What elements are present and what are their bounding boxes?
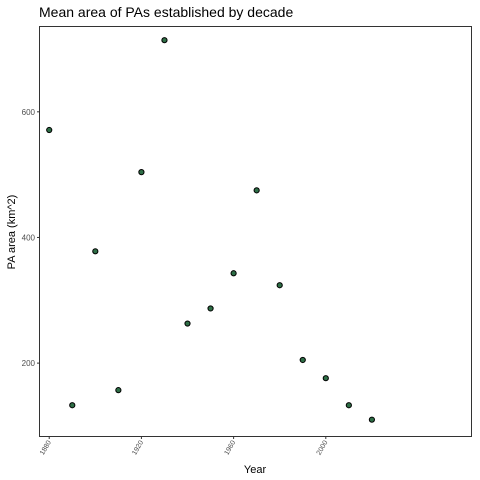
data-point [115,387,122,394]
data-point [230,270,237,277]
data-point [92,248,99,255]
data-point [184,320,191,327]
data-point [161,37,168,44]
data-point [69,402,76,409]
data-points [46,37,375,423]
data-point [299,356,306,364]
y-axis: 200 400 600 [22,108,40,368]
plot-panel [39,26,472,437]
x-tick-label: 1920 [131,439,145,456]
y-tick-label: 200 [22,359,36,368]
x-axis-label: Year [244,464,267,476]
data-point [46,126,53,134]
data-point [322,375,329,382]
y-axis-label: PA area (km^2) [6,195,18,270]
data-point [138,169,145,176]
data-point [207,305,214,312]
data-point [368,416,375,423]
x-axis: 1880 1920 1960 2000 [39,436,330,456]
y-tick-label: 600 [22,108,36,117]
chart-title: Mean area of PAs established by decade [39,4,293,20]
data-point [276,282,283,289]
x-tick-label: 1880 [39,439,53,456]
y-tick-label: 400 [22,233,36,242]
data-point [345,402,352,409]
x-tick-label: 1960 [223,439,237,456]
x-tick-label: 2000 [316,439,330,456]
data-point [253,187,260,194]
